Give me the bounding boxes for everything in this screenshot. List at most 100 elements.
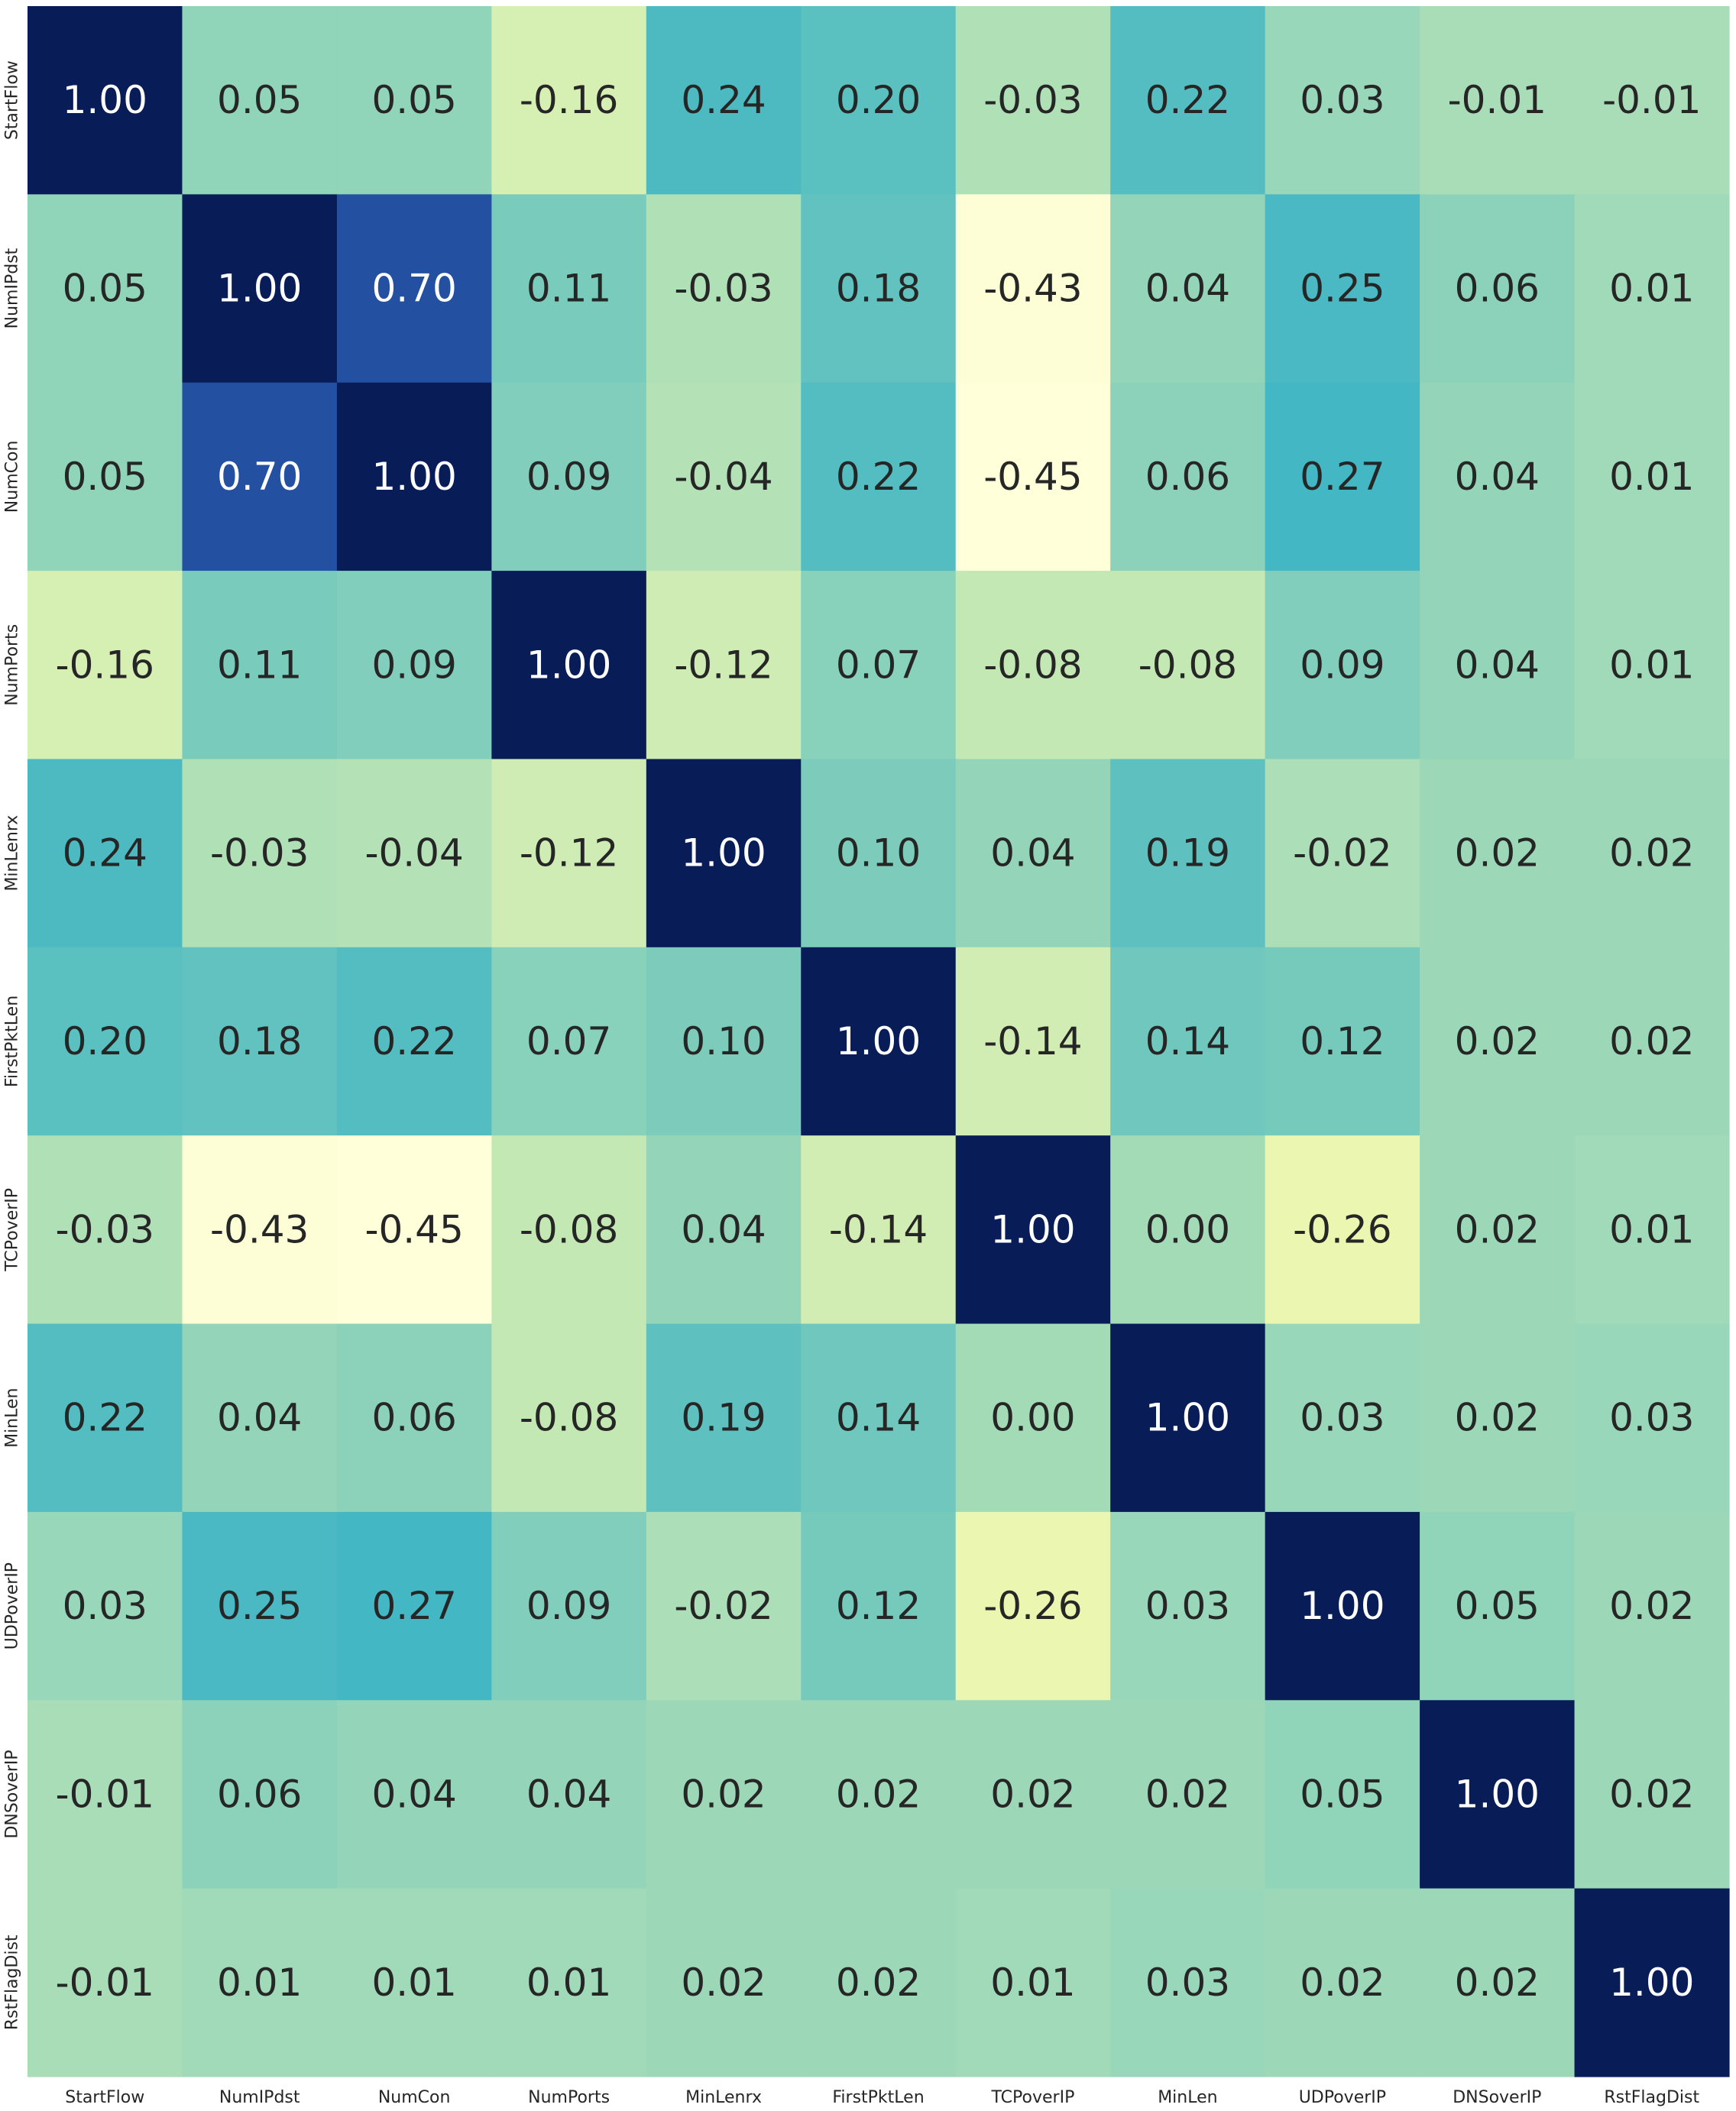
y-tick-label: NumPorts xyxy=(3,624,22,706)
heatmap-cell-MinLenrx-NumCon xyxy=(336,759,492,948)
cell-value-label: 0.18 xyxy=(836,267,921,311)
heatmap-cell-FirstPktLen-NumIPdst xyxy=(182,947,338,1136)
heatmap-cell-NumPorts-MinLenrx xyxy=(646,571,802,760)
heatmap-cell-MinLenrx-NumPorts xyxy=(491,759,647,948)
cell-value-label: 1.00 xyxy=(217,267,302,311)
heatmap-cell-UDPoverIP-MinLen xyxy=(1110,1511,1266,1701)
cell-value-label: -0.14 xyxy=(829,1207,928,1251)
cell-value-label: 0.02 xyxy=(1455,1960,1540,2005)
x-tick-label: UDPoverIP xyxy=(1299,2088,1386,2107)
cell-value-label: 0.02 xyxy=(1455,1019,1540,1064)
heatmap-cell-FirstPktLen-UDPoverIP xyxy=(1265,947,1420,1136)
cell-value-label: 0.19 xyxy=(681,1396,766,1440)
cell-value-label: -0.03 xyxy=(56,1207,154,1251)
heatmap-cell-MinLen-FirstPktLen xyxy=(801,1323,957,1513)
cell-value-label: 0.22 xyxy=(63,1396,147,1440)
heatmap-cell-StartFlow-StartFlow xyxy=(28,6,183,195)
cell-value-label: 0.09 xyxy=(371,643,456,687)
heatmap-cell-MinLen-MinLen xyxy=(1110,1323,1266,1513)
cell-value-label: 0.27 xyxy=(1300,455,1385,499)
cell-value-label: 0.02 xyxy=(1609,1584,1694,1628)
cell-value-label: -0.08 xyxy=(520,1207,618,1251)
heatmap-cell-NumCon-UDPoverIP xyxy=(1265,382,1420,571)
cell-value-label: 0.03 xyxy=(1145,1960,1230,2005)
x-tick-label: RstFlagDist xyxy=(1604,2088,1699,2107)
heatmap-cell-DNSoverIP-TCPoverIP xyxy=(955,1700,1111,1889)
cell-value-label: 1.00 xyxy=(836,1019,921,1064)
heatmap-cell-StartFlow-UDPoverIP xyxy=(1265,6,1420,195)
cell-value-label: -0.26 xyxy=(1293,1207,1391,1251)
heatmap-cell-NumPorts-DNSoverIP xyxy=(1420,571,1576,760)
cell-value-label: 0.01 xyxy=(371,1960,456,2005)
cell-value-label: 0.04 xyxy=(1455,455,1540,499)
cell-value-label: 1.00 xyxy=(371,455,456,499)
y-tick-label: MinLenrx xyxy=(3,815,22,892)
heatmap-cell-StartFlow-RstFlagDist xyxy=(1574,6,1730,195)
heatmap-cell-FirstPktLen-MinLen xyxy=(1110,947,1266,1136)
heatmap-cell-MinLen-StartFlow xyxy=(28,1323,183,1513)
cell-value-label: 0.22 xyxy=(1145,78,1230,122)
heatmap-cell-DNSoverIP-FirstPktLen xyxy=(801,1700,957,1889)
heatmap-cell-UDPoverIP-TCPoverIP xyxy=(955,1511,1111,1701)
cell-value-label: 1.00 xyxy=(990,1207,1075,1251)
cell-value-label: -0.01 xyxy=(56,1960,154,2005)
cell-value-label: -0.14 xyxy=(983,1019,1082,1064)
heatmap-cell-TCPoverIP-TCPoverIP xyxy=(955,1135,1111,1325)
heatmap-cell-MinLen-TCPoverIP xyxy=(955,1323,1111,1513)
y-tick-label: NumCon xyxy=(3,441,22,513)
heatmap-cell-NumCon-StartFlow xyxy=(28,382,183,571)
cell-value-label: 0.04 xyxy=(1145,267,1230,311)
y-axis-tick-labels: StartFlow NumIPdst NumCon NumPorts MinLenrx F… xyxy=(3,60,22,2030)
heatmap-cell-RstFlagDist-UDPoverIP xyxy=(1265,1888,1420,2077)
cell-value-label: 0.02 xyxy=(1455,1396,1540,1440)
x-tick-label: MinLen xyxy=(1158,2088,1217,2107)
cell-value-label: 0.18 xyxy=(217,1019,302,1064)
heatmap-cell-NumIPdst-FirstPktLen xyxy=(801,194,957,384)
cell-value-label: 0.20 xyxy=(836,78,921,122)
cell-value-label: 0.70 xyxy=(217,455,302,499)
heatmap-cell-MinLen-NumCon xyxy=(336,1323,492,1513)
heatmap-cell-DNSoverIP-DNSoverIP xyxy=(1420,1700,1576,1889)
cell-value-label: -0.04 xyxy=(674,455,772,499)
heatmap-cell-FirstPktLen-DNSoverIP xyxy=(1420,947,1576,1136)
cell-value-label: 0.10 xyxy=(681,1019,766,1064)
cell-value-label: 1.00 xyxy=(1145,1396,1230,1440)
y-tick-label: MinLen xyxy=(3,1388,22,1448)
heatmap-cell-FirstPktLen-StartFlow xyxy=(28,947,183,1136)
cell-value-label: -0.12 xyxy=(520,831,618,876)
heatmap-cell-TCPoverIP-DNSoverIP xyxy=(1420,1135,1576,1325)
heatmap-cell-FirstPktLen-TCPoverIP xyxy=(955,947,1111,1136)
heatmap-cell-NumPorts-StartFlow xyxy=(28,571,183,760)
cell-value-label: 0.03 xyxy=(1300,78,1385,122)
cell-value-label: -0.12 xyxy=(674,643,772,687)
cell-value-label: 0.11 xyxy=(526,267,611,311)
heatmap-cell-FirstPktLen-NumPorts xyxy=(491,947,647,1136)
cell-value-label: 0.24 xyxy=(63,831,147,876)
cell-value-label: -0.02 xyxy=(674,1584,772,1628)
heatmap-cell-StartFlow-MinLen xyxy=(1110,6,1266,195)
cell-value-label: 0.14 xyxy=(836,1396,921,1440)
cell-value-label: 0.04 xyxy=(217,1396,302,1440)
heatmap-cell-NumCon-MinLen xyxy=(1110,382,1266,571)
heatmap-cell-NumIPdst-MinLen xyxy=(1110,194,1266,384)
x-tick-label: MinLenrx xyxy=(685,2088,762,2107)
heatmap-cell-RstFlagDist-StartFlow xyxy=(28,1888,183,2077)
cell-value-label: 1.00 xyxy=(1609,1960,1694,2005)
x-tick-label: NumCon xyxy=(378,2088,451,2107)
heatmap-cell-MinLen-MinLenrx xyxy=(646,1323,802,1513)
cell-value-label: 0.05 xyxy=(63,455,147,499)
cell-value-label: 0.02 xyxy=(1300,1960,1385,2005)
heatmap-cell-UDPoverIP-NumCon xyxy=(336,1511,492,1701)
heatmap-cell-NumCon-TCPoverIP xyxy=(955,382,1111,571)
heatmap-cell-RstFlagDist-TCPoverIP xyxy=(955,1888,1111,2077)
cell-value-label: 0.22 xyxy=(836,455,921,499)
heatmap-cell-StartFlow-MinLenrx xyxy=(646,6,802,195)
cell-value-label: 0.04 xyxy=(371,1772,456,1816)
x-tick-label: FirstPktLen xyxy=(832,2088,924,2107)
x-tick-label: StartFlow xyxy=(65,2088,144,2107)
heatmap-cell-FirstPktLen-RstFlagDist xyxy=(1574,947,1730,1136)
cell-value-label: 0.12 xyxy=(1300,1019,1385,1064)
cell-value-label: 0.02 xyxy=(681,1772,766,1816)
cell-value-label: 0.06 xyxy=(1455,267,1540,311)
